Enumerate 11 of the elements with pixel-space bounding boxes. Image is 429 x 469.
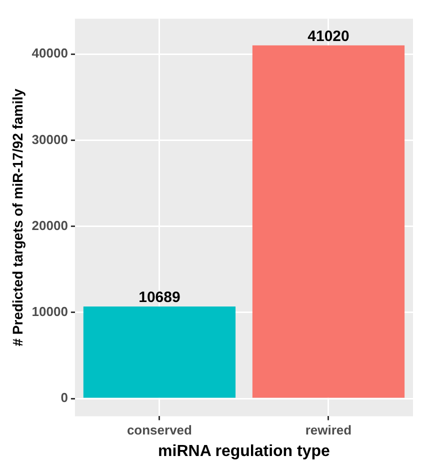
y-axis-title: # Predicted targets of miR-17/92 family [9, 88, 26, 346]
y-tick-label: 20000 [32, 218, 68, 233]
y-tick-label: 10000 [32, 304, 68, 320]
data-label: 41020 [308, 28, 350, 45]
data-label: 10689 [138, 289, 180, 306]
x-axis-title: miRNA regulation type [158, 442, 330, 460]
y-tick-label: 40000 [32, 46, 68, 61]
y-tick-label: 0 [60, 390, 68, 406]
y-tick-label: 30000 [32, 132, 68, 147]
x-tick-label: rewired [305, 422, 352, 438]
x-tick-label: conserved [126, 422, 192, 438]
